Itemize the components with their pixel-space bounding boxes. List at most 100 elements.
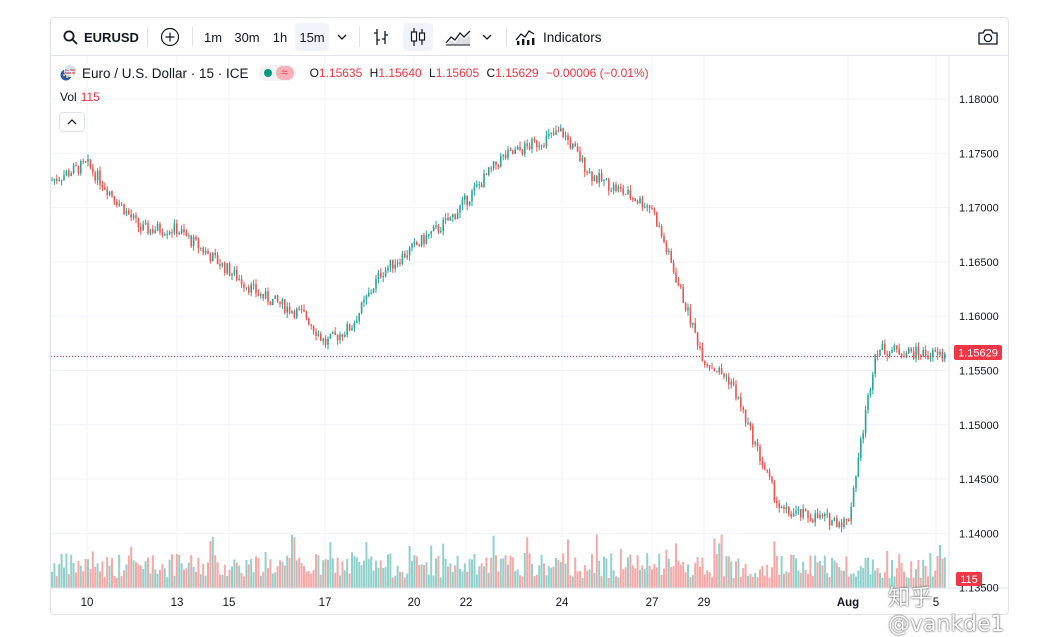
volume-bar (331, 558, 334, 588)
volume-bar (871, 559, 874, 588)
volume-bar (199, 574, 202, 588)
candle-body (600, 173, 603, 181)
volume-bar (727, 556, 730, 588)
current-price-badge: 1.15629 (954, 345, 1002, 360)
series-title[interactable]: Euro / U.S. Dollar · 15 · ICE (82, 65, 249, 81)
snapshot-button[interactable] (973, 23, 1003, 51)
volume-bar (607, 577, 610, 588)
candle-body (80, 161, 82, 174)
volume-bar (737, 558, 740, 588)
volume-bar (432, 575, 435, 588)
volume-bar (540, 554, 543, 588)
volume-bar (315, 554, 317, 588)
candle-body (872, 374, 874, 390)
volume-bar (852, 573, 855, 588)
volume-bar (706, 570, 709, 588)
volume-bar (619, 549, 622, 588)
volume-bar (60, 553, 63, 588)
volume-bar (874, 570, 877, 588)
indicators-button[interactable]: Indicators (515, 23, 615, 51)
volume-bar (526, 537, 529, 588)
candle-body (761, 460, 764, 466)
candle-body (773, 481, 776, 501)
bar-chart-type-button[interactable] (367, 23, 395, 51)
area-chart-type-button[interactable] (441, 23, 475, 51)
candle-body (728, 376, 730, 385)
candle-body (106, 189, 108, 195)
volume-bar (907, 577, 910, 588)
volume-bar (317, 555, 320, 588)
candle-body (178, 232, 180, 235)
volume-bar (228, 569, 231, 588)
candle-body (588, 171, 591, 174)
volume-bar (365, 542, 368, 588)
volume-value: 115 (80, 90, 100, 104)
candle-body (893, 345, 896, 350)
volume-bar (195, 571, 197, 588)
candle-body (219, 264, 221, 267)
volume-bar (53, 563, 56, 588)
candle-body (711, 367, 713, 369)
volume-bar (694, 562, 697, 588)
collapse-legend-button[interactable] (59, 112, 85, 132)
candle-body (908, 348, 910, 354)
interval-15m-button[interactable]: 15m (295, 23, 329, 51)
volume-bar (231, 566, 233, 588)
volume-bar (415, 556, 418, 588)
candle-body (598, 173, 600, 183)
interval-1h-button[interactable]: 1h (272, 29, 288, 45)
interval-dropdown-button[interactable] (331, 23, 353, 51)
volume-bar (343, 570, 346, 588)
candle-body (200, 247, 202, 249)
volume-bar (905, 577, 908, 588)
candle-body (608, 178, 610, 191)
candle-body (293, 311, 296, 318)
candle-body (209, 254, 212, 262)
volume-bar (377, 567, 380, 588)
time-tick-label: 24 (556, 597, 569, 609)
volume-bar (370, 556, 373, 588)
compare-symbol-button[interactable] (156, 23, 184, 51)
interval-1m-button[interactable]: 1m (203, 29, 223, 45)
time-axis[interactable]: 10 13 15 17 20 22 24 27 29 Aug 5 (81, 597, 940, 609)
candle-body (447, 218, 449, 221)
candle-body (456, 212, 459, 220)
candle-body (96, 170, 99, 181)
candle-body (130, 214, 132, 218)
candle-body (444, 218, 447, 220)
price-chart[interactable]: 1.18000 1.17500 1.17000 1.16500 1.16000 1.155… (51, 56, 1008, 614)
candle-body (128, 210, 130, 215)
candle-body (442, 219, 444, 232)
candle-body (240, 279, 243, 285)
time-tick-label: 27 (646, 597, 659, 609)
time-tick-label: Aug (837, 597, 859, 609)
symbol-search-button[interactable]: EURUSD (59, 23, 139, 51)
volume-bar (276, 566, 279, 588)
candle-body (312, 325, 315, 332)
volume-bar (257, 558, 260, 588)
price-tick-label: 1.16500 (959, 257, 999, 269)
volume-bar (223, 564, 226, 588)
candle-body (94, 172, 96, 181)
candle-body (375, 279, 377, 289)
candles-chart-type-button[interactable] (403, 23, 433, 51)
candle-body (512, 150, 514, 154)
candle-body (216, 255, 219, 265)
interval-30m-button[interactable]: 30m (234, 29, 260, 45)
volume-bar (175, 553, 178, 588)
market-status-pill[interactable]: ≈ (258, 65, 296, 81)
volume-bar (262, 572, 265, 588)
chart-type-dropdown-button[interactable] (477, 23, 497, 51)
candle-body (910, 348, 912, 352)
time-tick-label: 17 (319, 597, 332, 609)
indicators-label: Indicators (543, 29, 602, 45)
candle-body (305, 311, 308, 319)
volume-bar (742, 568, 745, 588)
candle-body (574, 143, 576, 147)
price-axis[interactable]: 1.18000 1.17500 1.17000 1.16500 1.16000 1.155… (959, 94, 999, 595)
candle-body (192, 236, 195, 246)
candle-body (348, 324, 351, 331)
candle-body (886, 354, 888, 356)
candle-body (188, 235, 190, 237)
candle-body (120, 203, 123, 205)
